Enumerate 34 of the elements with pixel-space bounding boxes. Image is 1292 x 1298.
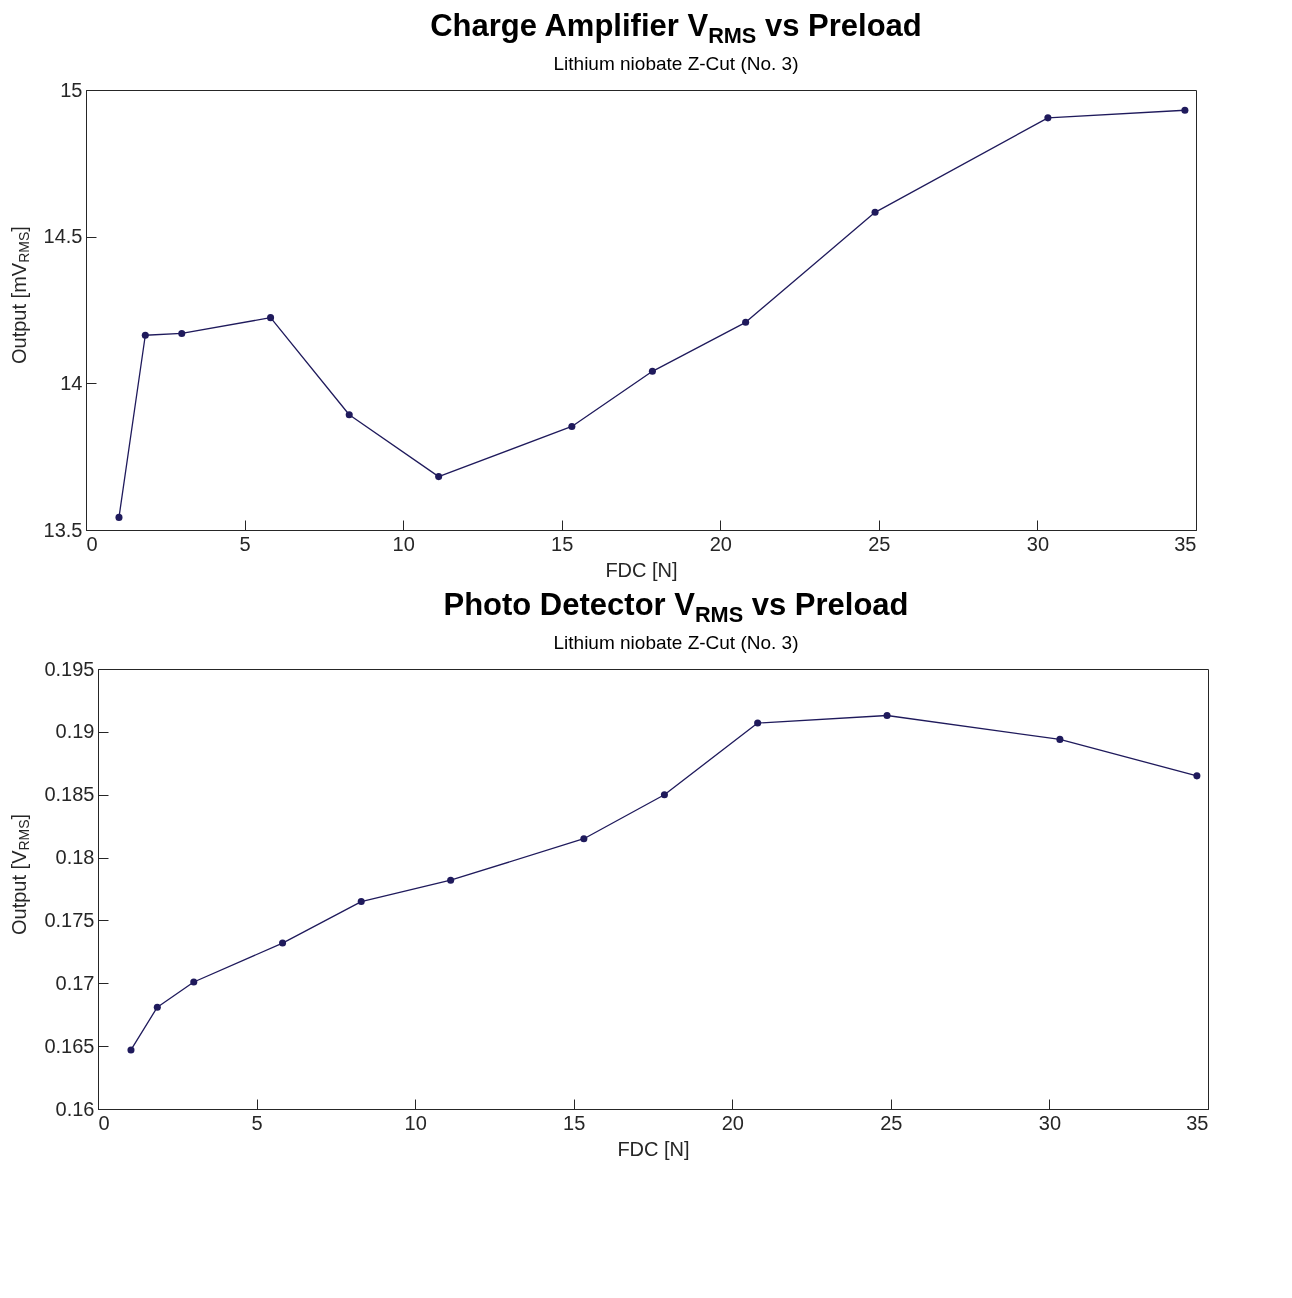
x-tick-label: 15 bbox=[563, 1111, 586, 1134]
x-tick-label: 35 bbox=[1174, 532, 1197, 555]
x-tick-label: 25 bbox=[868, 532, 891, 555]
x-tick-label: 10 bbox=[392, 532, 415, 555]
y-tick-label: 0.17 bbox=[55, 972, 95, 995]
x-tick-label: 5 bbox=[239, 532, 251, 555]
y-tick-label: 13.5 bbox=[43, 518, 83, 541]
y-tick-label: 0.185 bbox=[44, 783, 95, 806]
x-axis-title: FDC [N] bbox=[605, 558, 678, 581]
x-tick-label: 0 bbox=[86, 532, 98, 555]
y-tick-label: 15 bbox=[60, 78, 83, 101]
x-tick-label: 25 bbox=[880, 1111, 903, 1134]
chart-subtitle: Lithium niobate Z-Cut (No. 3) bbox=[552, 53, 800, 76]
x-tick-label: 5 bbox=[251, 1111, 263, 1134]
x-tick-label: 10 bbox=[404, 1111, 427, 1134]
y-tick-label: 0.16 bbox=[55, 1097, 95, 1120]
y-tick-label: 0.18 bbox=[55, 846, 95, 869]
x-tick-label: 30 bbox=[1026, 532, 1050, 555]
y-tick-label: 14 bbox=[60, 372, 83, 395]
y-tick-label: 0.175 bbox=[44, 909, 95, 932]
chart-title: Charge Amplifier V$_{RMS}$ vs Preload bbox=[429, 8, 923, 50]
x-tick-label: 35 bbox=[1186, 1111, 1209, 1134]
chart-subtitle: Lithium niobate Z-Cut (No. 3) bbox=[552, 632, 800, 655]
y-tick-label: 14.5 bbox=[43, 225, 83, 248]
x-tick-label: 20 bbox=[709, 532, 732, 555]
x-tick-label: 30 bbox=[1038, 1111, 1062, 1134]
y-tick-label: 0.195 bbox=[44, 657, 95, 680]
y-tick-label: 0.19 bbox=[55, 720, 95, 743]
x-axis-title: FDC [N] bbox=[617, 1137, 690, 1160]
x-tick-label: 0 bbox=[98, 1111, 110, 1134]
y-tick-label: 0.165 bbox=[44, 1035, 95, 1058]
chart-title: Photo Detector V$_{RMS}$ vs Preload bbox=[442, 587, 910, 629]
x-tick-label: 15 bbox=[551, 532, 574, 555]
x-tick-label: 20 bbox=[721, 1111, 744, 1134]
